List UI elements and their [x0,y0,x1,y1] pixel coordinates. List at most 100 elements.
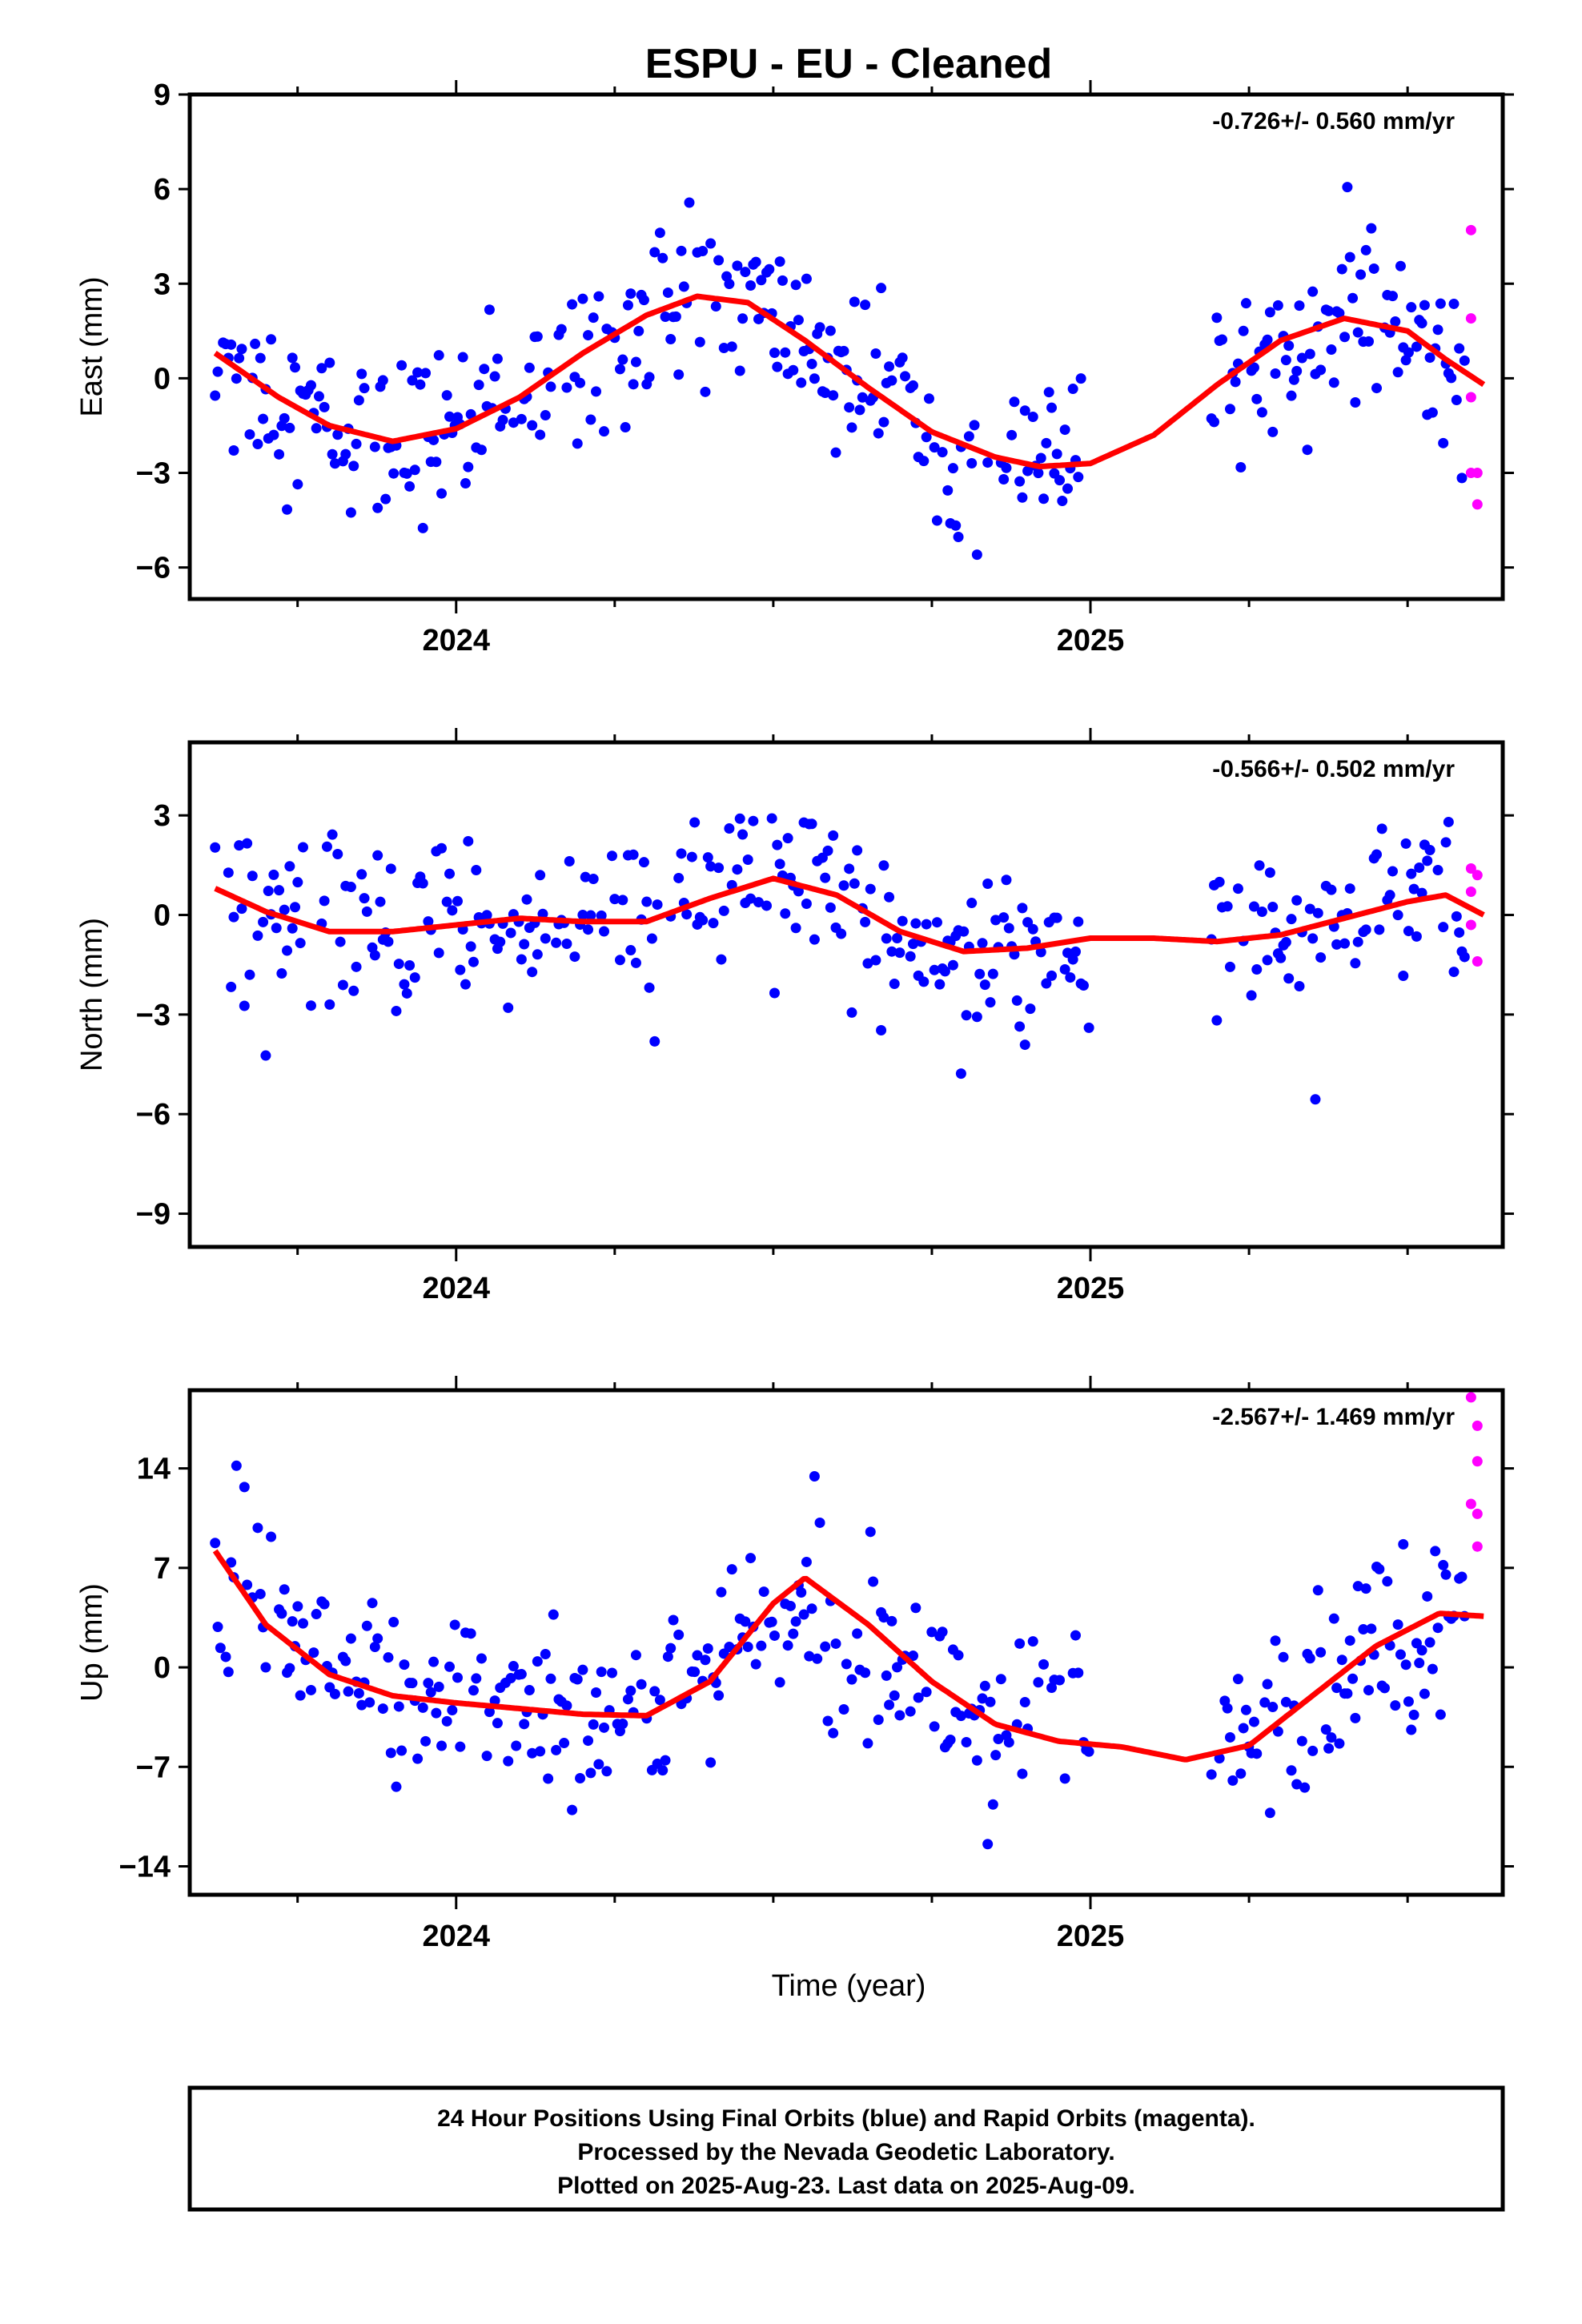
final-orbit-point [417,1702,428,1713]
final-orbit-point [372,850,383,861]
x-tick-label: 2024 [422,1920,490,1953]
final-orbit-point [756,1640,767,1651]
final-orbit-point [955,1711,966,1722]
final-orbit-point [295,1690,306,1701]
final-orbit-point [1256,407,1267,418]
final-orbit-point [860,916,871,927]
final-orbit-point [532,949,543,960]
final-orbit-point [676,245,687,256]
final-orbit-point [1248,1716,1259,1727]
final-orbit-point [1278,1651,1289,1663]
final-orbit-point [614,364,625,375]
final-orbit-point [606,850,617,862]
final-orbit-point [1240,298,1251,309]
final-orbit-point [1075,373,1086,384]
final-orbit-point [1001,462,1012,473]
final-orbit-point [393,959,404,970]
final-orbit-point [1280,355,1291,366]
final-orbit-point [646,933,657,944]
final-orbit-point [479,364,490,375]
final-orbit-point [234,840,245,851]
final-orbit-point [1358,1624,1369,1635]
y-tick-label: 0 [154,899,171,933]
final-orbit-point [239,1000,250,1011]
final-orbit-point [793,315,804,326]
final-orbit-point [258,413,269,424]
final-orbit-point [1374,1563,1385,1574]
final-orbit-point [1009,949,1020,960]
final-orbit-point [585,1767,596,1779]
plot-frame [187,92,1505,601]
final-orbit-point [1379,1683,1390,1694]
y-tick-label: −6 [136,1098,171,1132]
final-orbit-point [274,448,285,460]
plot-frame [187,740,1505,1249]
final-orbit-point [388,468,400,479]
final-orbit-point [804,1651,815,1662]
final-orbit-point [908,380,919,391]
final-orbit-point [351,438,362,449]
final-orbit-point [1272,300,1283,311]
final-orbit-point [622,300,633,311]
final-orbit-point [1041,437,1052,448]
final-orbit-point [1347,292,1359,304]
final-orbit-point [774,1677,785,1688]
final-orbit-point [1267,426,1279,437]
final-orbit-point [1014,476,1026,487]
final-orbit-point [995,1674,1006,1685]
final-orbit-point [1398,971,1409,982]
rapid-orbit-point [1465,1498,1476,1510]
final-orbit-point [745,1553,757,1564]
final-orbit-point [1350,958,1361,969]
final-orbit-point [1387,291,1398,302]
final-orbit-point [1366,223,1377,234]
final-orbit-point [305,1684,316,1695]
final-orbit-point [559,1738,570,1749]
rapid-orbit-point [1465,1392,1476,1403]
final-orbit-point [329,1688,340,1699]
final-orbit-point [1334,308,1345,319]
up-panel: −14 −7 0 7 14 2024 2025 Up (mm) -2.567+/- 1.469 … [75,1376,1514,1953]
final-orbit-point [774,256,785,267]
final-orbit-point [601,1766,612,1777]
final-orbit-point [441,1715,452,1727]
final-orbit-point [894,1710,905,1721]
final-orbit-point [377,375,388,386]
final-orbit-point [971,1755,982,1766]
final-orbit-point [782,1640,793,1651]
final-orbit-point [982,457,994,468]
final-orbit-point [348,460,359,472]
final-orbit-point [750,256,761,267]
final-orbit-point [361,906,372,917]
final-orbit-point [465,408,476,420]
final-orbit-point [420,1735,432,1747]
fit-curve [212,1549,1484,1763]
final-orbit-point [463,835,474,846]
footer-box [187,2085,1505,2212]
footer-line-2: Processed by the Nevada Geodetic Laborat… [577,2139,1114,2165]
final-orbit-point [1360,924,1371,935]
final-orbit-point [1046,402,1058,413]
final-orbit-point [535,870,546,881]
final-orbit-point [1011,995,1022,1006]
final-orbit-point [873,428,884,439]
final-orbit-point [884,891,895,903]
final-orbit-point [1041,978,1052,989]
final-orbit-point [1046,970,1058,981]
final-orbit-point [1424,844,1435,855]
final-orbit-point [271,923,282,934]
final-orbit-point [1264,1807,1275,1819]
final-orbit-point [662,287,673,298]
final-orbit-point [921,919,932,930]
final-orbit-point [782,833,793,844]
final-orbit-point [931,515,942,526]
final-orbit-point [372,502,383,513]
x-tick-label: 2025 [1057,1920,1125,1953]
final-orbit-point [540,410,551,421]
final-orbit-point [963,431,974,442]
final-orbit-point [460,478,471,489]
final-orbit-point [1280,1696,1291,1707]
final-orbit-point [825,325,836,336]
final-orbit-point [1432,1622,1443,1634]
final-orbit-point [449,1619,460,1630]
